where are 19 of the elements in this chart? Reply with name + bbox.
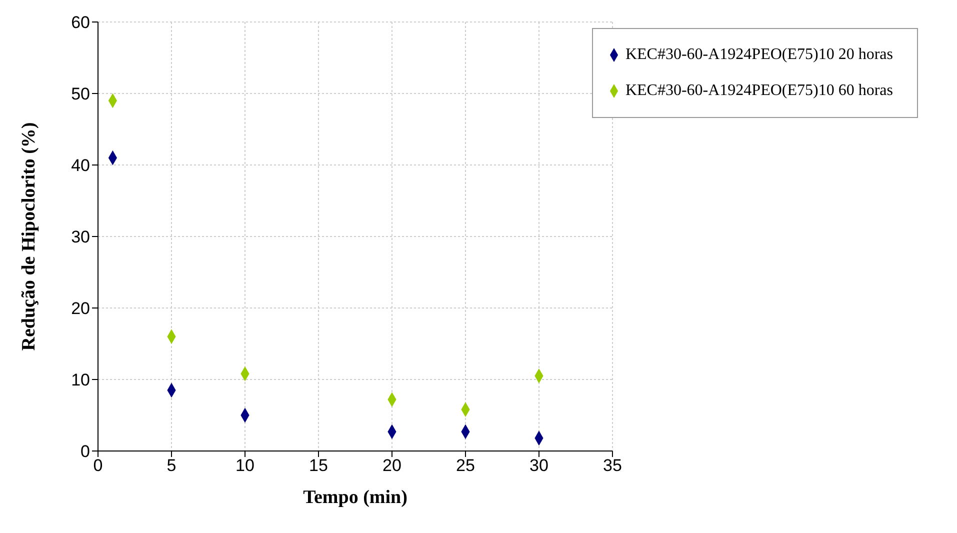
y-tick-label: 20 [71,299,90,318]
y-tick-label: 30 [71,228,90,247]
y-tick-label: 40 [71,156,90,176]
legend-label: KEC#30-60-A1924PEO(E75)10 20 horas [625,46,893,63]
x-axis-title: Tempo (min) [303,487,408,508]
y-tick-label: 60 [71,13,90,32]
x-tick-label: 0 [93,456,103,476]
x-tick-label: 35 [603,456,622,476]
y-axis-title: Redução de Hipoclorito (%) [18,122,40,351]
y-tick-label: 50 [71,84,90,104]
legend-label: KEC#30-60-A1924PEO(E75)10 60 horas [625,82,893,99]
x-tick-label: 15 [309,456,328,476]
x-tick-label: 30 [530,456,548,476]
x-tick-label: 10 [236,456,254,476]
x-tick-label: 5 [166,456,176,476]
x-tick-label: 20 [382,456,402,476]
x-tick-label: 25 [456,456,475,476]
y-tick-label: 10 [71,370,90,390]
y-tick-label: 0 [80,442,90,462]
